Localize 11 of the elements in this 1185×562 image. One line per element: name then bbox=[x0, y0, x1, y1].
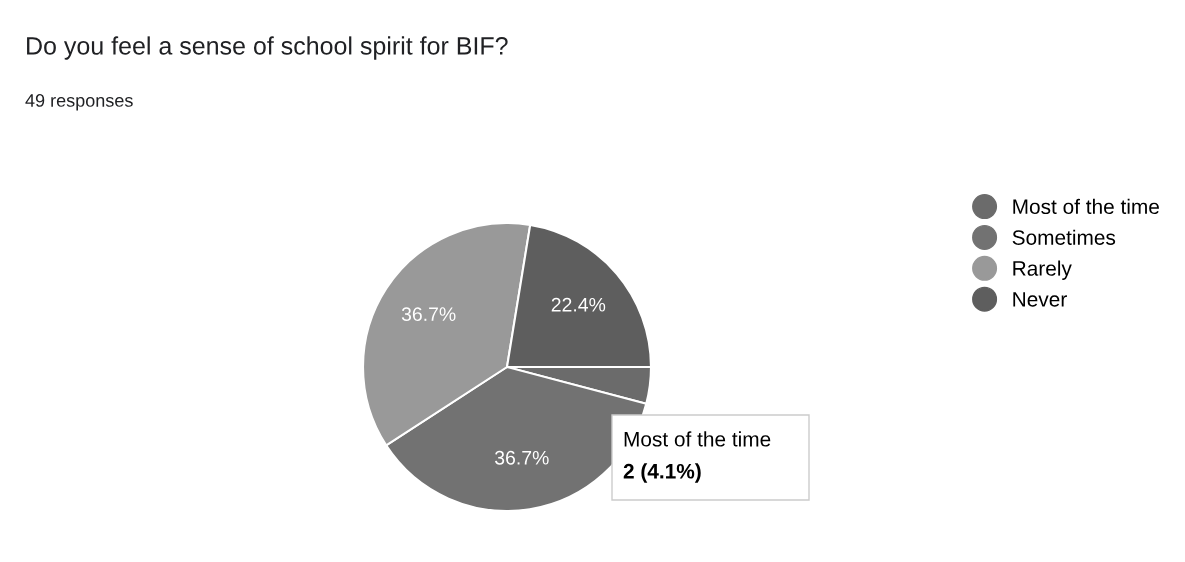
text: 2 (4.1%) bbox=[623, 463, 701, 483]
text: 49 responses bbox=[25, 94, 133, 111]
chart-title: Do you feel a sense of school spirit for BIF? bbox=[27, 36, 508, 60]
legend-label: Rarely bbox=[1013, 260, 1072, 280]
legend-label: Sometimes bbox=[1012, 229, 1116, 245]
legend-label: Most of the time bbox=[1013, 198, 1159, 215]
data-label: 36.7% bbox=[401, 307, 456, 322]
data-label: 22.4% bbox=[551, 297, 606, 312]
data-label: 36.7% bbox=[494, 450, 549, 465]
text: Most of the time bbox=[624, 431, 771, 447]
legend-label: Never bbox=[1013, 292, 1067, 307]
